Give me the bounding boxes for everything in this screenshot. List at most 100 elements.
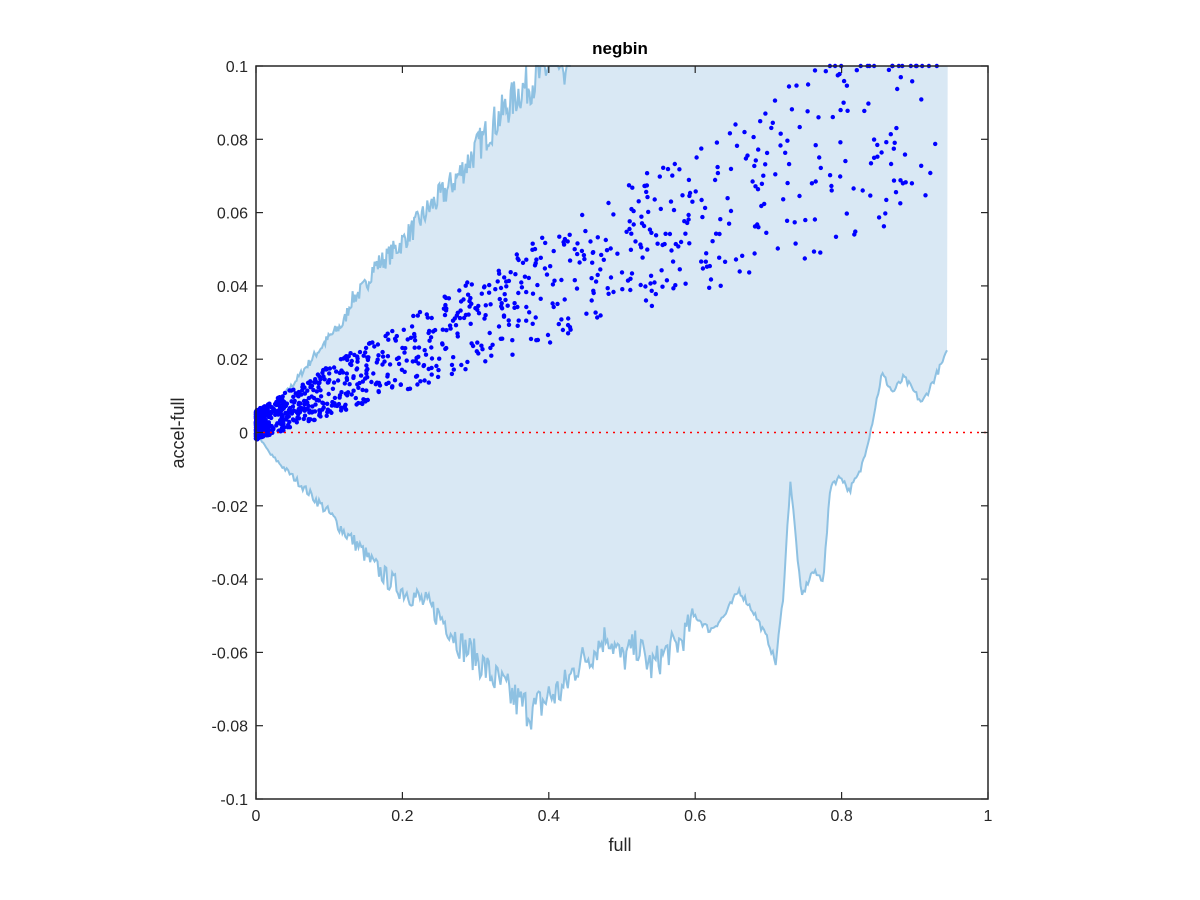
data-point: [423, 352, 429, 357]
data-point: [262, 406, 267, 411]
data-point: [422, 348, 427, 353]
data-point: [396, 361, 402, 367]
data-point: [376, 389, 381, 395]
y-tick-label: -0.04: [212, 572, 249, 589]
data-point: [380, 349, 385, 355]
data-point: [364, 363, 369, 368]
data-point: [665, 166, 671, 172]
data-point: [763, 162, 768, 167]
data-point: [919, 97, 924, 102]
data-point: [358, 373, 364, 378]
data-point: [256, 422, 262, 427]
data-point: [567, 232, 572, 237]
data-point: [868, 193, 873, 198]
data-point: [416, 345, 422, 350]
data-point: [296, 394, 301, 399]
data-point: [457, 315, 463, 321]
data-point: [704, 251, 709, 256]
data-point: [524, 318, 529, 323]
data-point: [510, 338, 515, 343]
data-point: [349, 392, 354, 397]
data-point: [647, 227, 653, 232]
data-point: [390, 328, 395, 334]
data-point: [700, 214, 705, 220]
data-point: [781, 197, 786, 202]
data-point: [876, 215, 882, 220]
data-point: [891, 178, 897, 183]
data-point: [355, 359, 360, 364]
data-point: [686, 177, 692, 183]
data-point: [443, 308, 449, 313]
data-point: [599, 252, 604, 258]
data-point: [302, 402, 307, 407]
data-point: [300, 382, 305, 387]
x-tick-label: 1: [984, 808, 993, 825]
data-point: [320, 370, 325, 375]
data-point: [476, 303, 481, 309]
data-point: [910, 79, 915, 84]
data-point: [533, 315, 538, 320]
data-point: [516, 290, 521, 296]
data-point: [514, 252, 519, 257]
data-point: [817, 155, 822, 160]
data-point: [313, 402, 318, 407]
data-point: [499, 304, 504, 309]
data-point: [702, 205, 708, 211]
data-point: [567, 258, 573, 263]
data-point: [652, 197, 657, 202]
data-point: [786, 84, 792, 89]
data-point: [495, 279, 500, 284]
data-point: [371, 371, 376, 376]
data-point: [302, 391, 308, 396]
data-point: [608, 246, 613, 251]
data-point: [699, 197, 704, 203]
data-point: [717, 231, 722, 237]
data-point: [718, 283, 723, 288]
data-point: [434, 363, 439, 369]
data-point: [687, 241, 692, 246]
data-point: [892, 140, 897, 145]
data-point: [482, 316, 487, 321]
data-point: [555, 301, 560, 307]
data-point: [412, 334, 417, 339]
data-point: [351, 388, 356, 393]
data-point: [506, 322, 512, 327]
data-point: [714, 140, 720, 145]
data-point: [678, 239, 684, 245]
data-point: [317, 413, 322, 418]
data-point: [598, 313, 603, 318]
y-tick-label: -0.06: [212, 645, 249, 662]
data-point: [707, 285, 712, 290]
data-point: [311, 387, 316, 393]
data-point: [755, 222, 760, 227]
data-point: [291, 394, 296, 399]
data-point: [703, 259, 708, 264]
data-point: [751, 134, 756, 140]
data-point: [606, 291, 611, 296]
data-point: [898, 178, 903, 183]
data-point: [615, 251, 620, 256]
data-point: [561, 242, 567, 247]
data-point: [538, 255, 543, 260]
data-point: [551, 248, 556, 254]
data-point: [605, 286, 610, 291]
data-point: [339, 368, 344, 373]
data-point: [603, 237, 608, 243]
data-point: [342, 381, 347, 386]
data-point: [316, 385, 321, 390]
data-point: [440, 327, 445, 332]
data-point: [301, 406, 306, 411]
chart-title: negbin: [592, 39, 648, 58]
data-point: [422, 378, 427, 383]
data-point: [455, 310, 460, 315]
data-point: [884, 197, 889, 203]
y-tick-label: 0.04: [217, 279, 248, 296]
data-point: [474, 349, 479, 354]
data-point: [606, 200, 611, 206]
data-point: [565, 331, 571, 336]
data-point: [451, 355, 456, 360]
data-point: [844, 211, 849, 216]
data-point: [643, 298, 649, 303]
data-point: [497, 296, 502, 302]
data-point: [588, 239, 593, 244]
